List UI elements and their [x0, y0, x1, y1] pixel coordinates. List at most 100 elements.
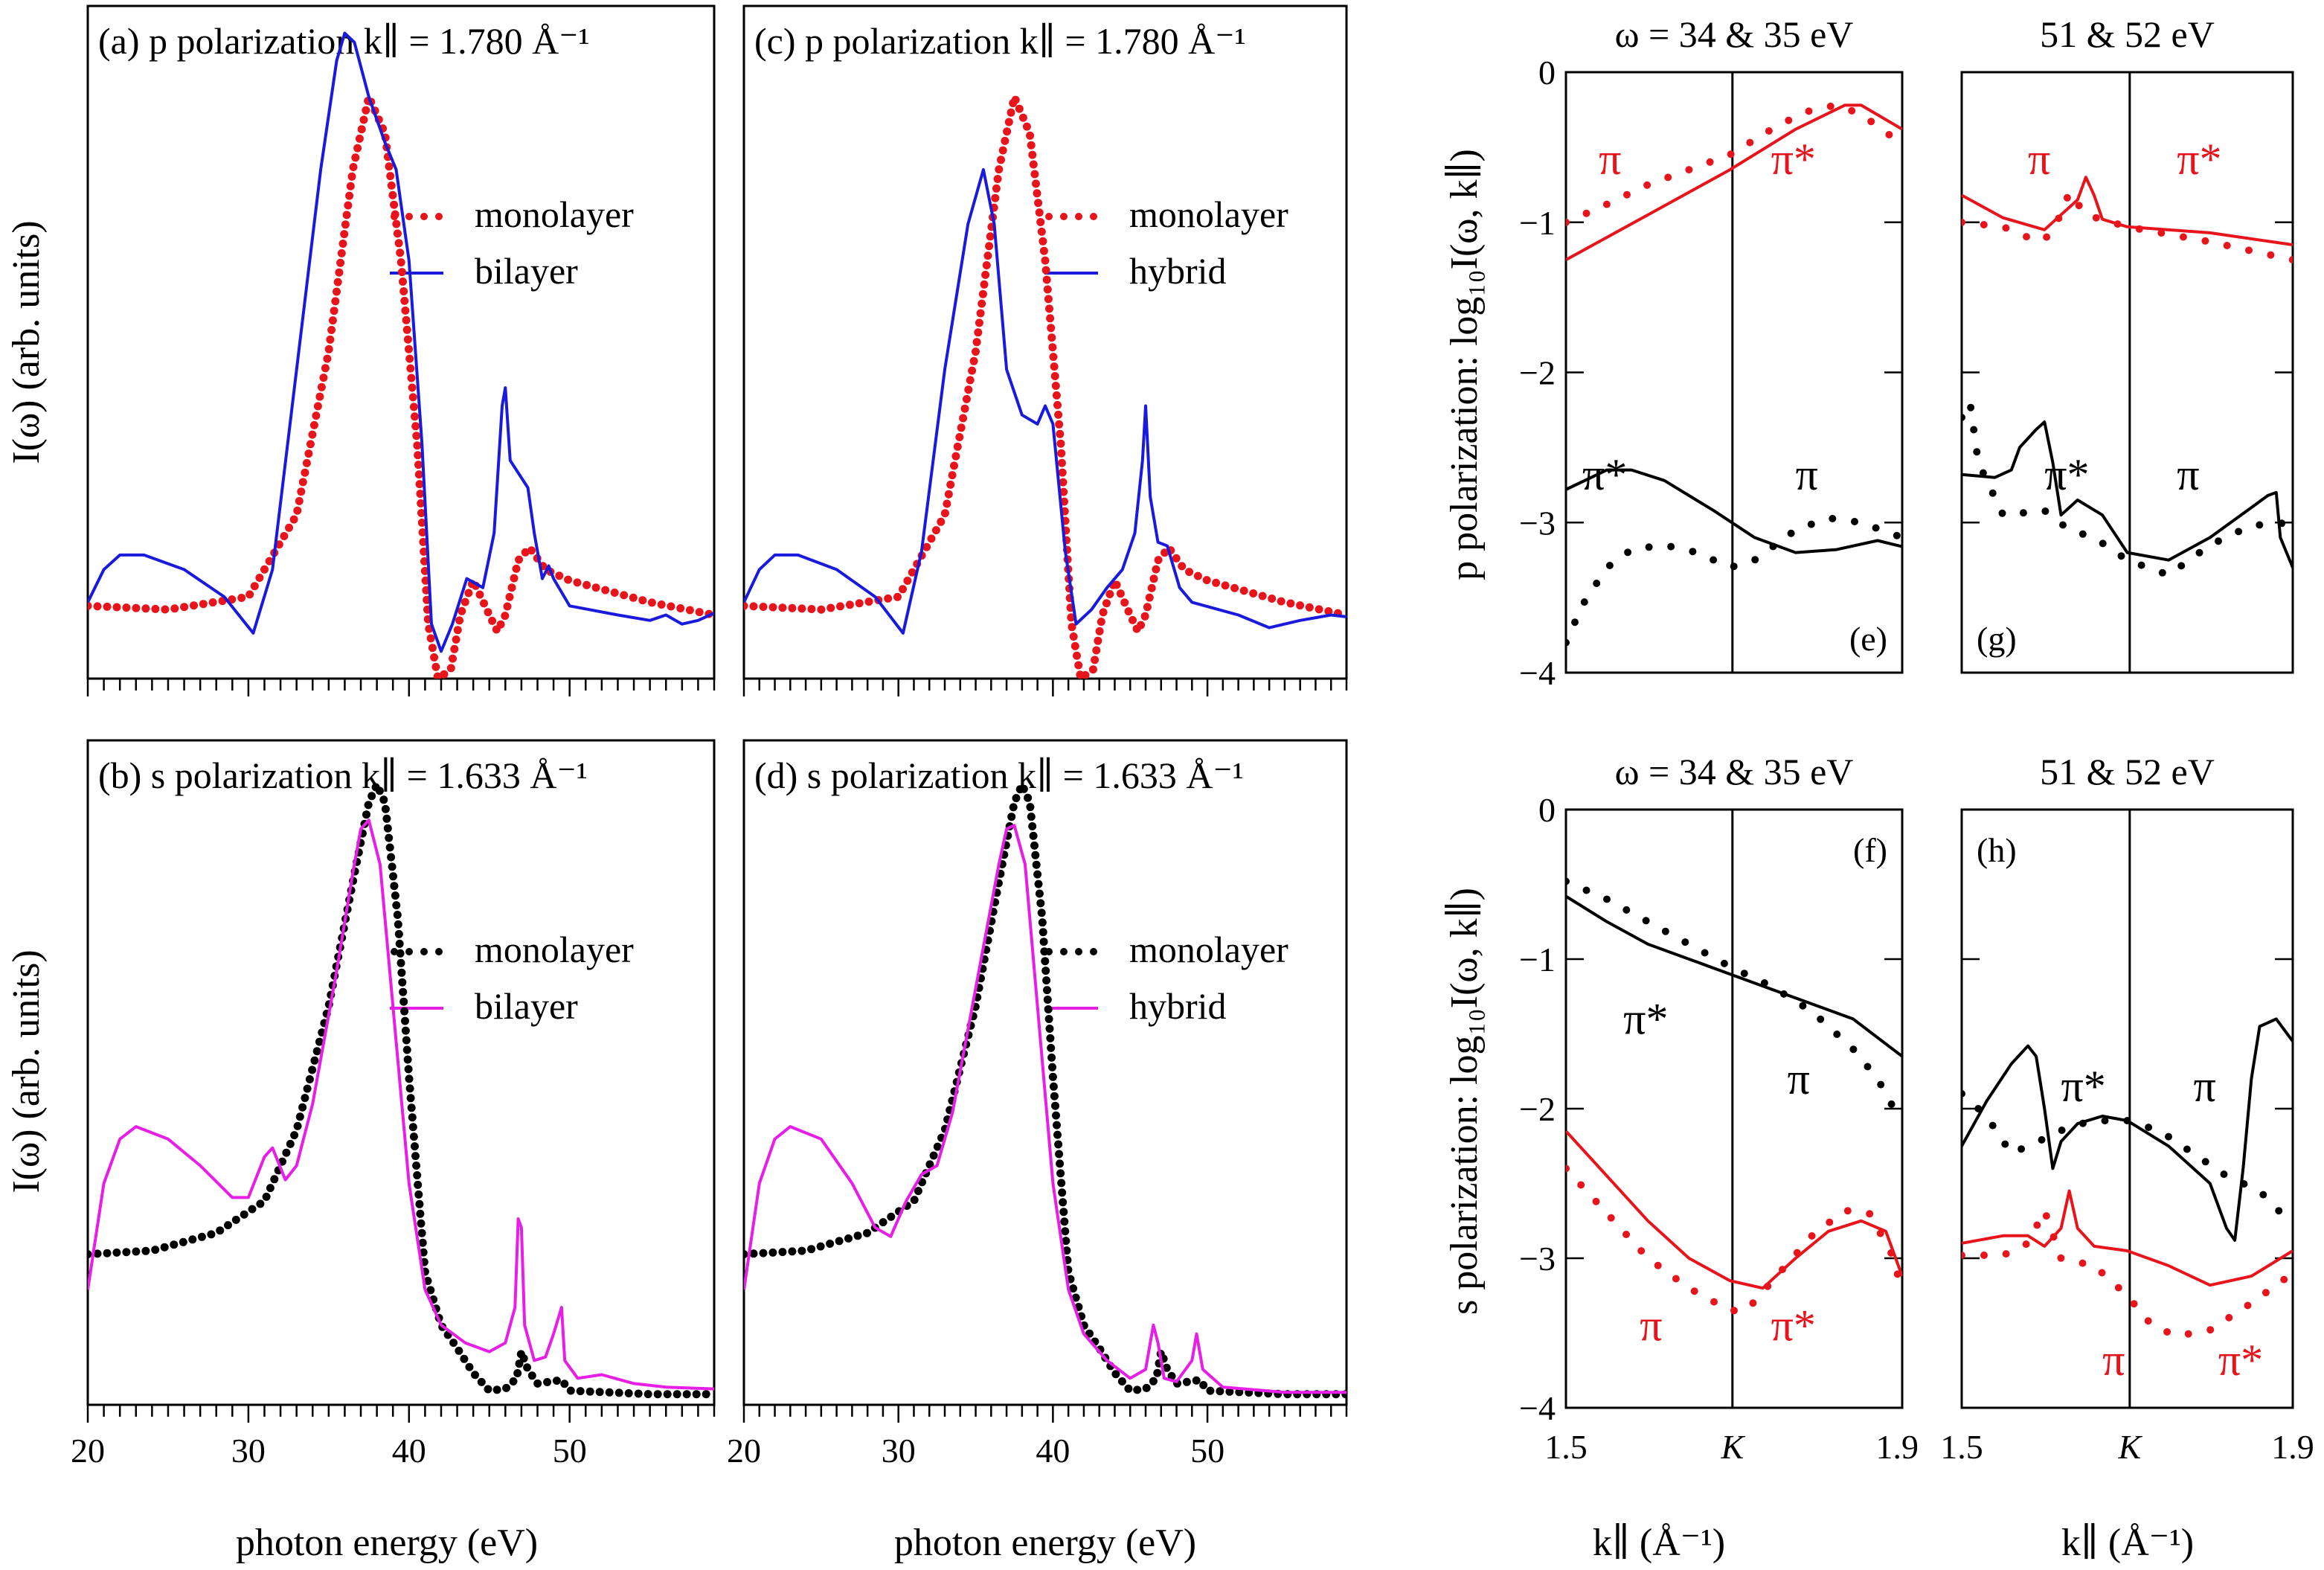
- series-dot-a-0-24: [280, 532, 289, 540]
- series-dot-d-0-88: [1044, 1015, 1053, 1023]
- series-dot-b-0-66: [379, 795, 388, 804]
- series-group-f: [1566, 877, 1902, 1315]
- series-dot-d-0-97: [1051, 1101, 1059, 1110]
- series-dot-c-0-42: [969, 356, 978, 365]
- series-dot-b-0-101: [409, 1132, 418, 1141]
- series-dot-b-0-133: [513, 1369, 522, 1377]
- series-dot-c-0-158: [1172, 554, 1181, 563]
- series-dot-b-0-73: [388, 862, 397, 871]
- series-line-g-2: [1962, 420, 2293, 568]
- series-dot-a-0-28: [295, 496, 304, 505]
- series-dot-b-0-5: [132, 1247, 141, 1256]
- series-dot-f-3-12: [1764, 1282, 1772, 1290]
- series-dot-a-0-129: [430, 653, 439, 661]
- series-line-a-1: [88, 31, 714, 653]
- annotation-e-1: π*: [1771, 135, 1816, 184]
- series-dot-a-0-19: [255, 574, 264, 582]
- series-dot-a-0-137: [453, 626, 462, 635]
- series-dot-b-0-3: [112, 1248, 121, 1257]
- series-dot-c-0-52: [982, 261, 991, 269]
- series-dot-a-0-89: [397, 268, 406, 277]
- series-dot-c-0-171: [1286, 599, 1295, 608]
- series-dot-g-1-4: [2043, 233, 2051, 241]
- series-dot-g-3-8: [2041, 507, 2049, 515]
- y-tick-label-f-1: −1: [1519, 941, 1556, 978]
- series-dot-d-0-81: [1040, 947, 1049, 956]
- series-dot-a-0-17: [245, 590, 254, 599]
- series-dot-b-0-75: [390, 882, 399, 891]
- series-dot-d-0-11: [844, 1234, 853, 1243]
- series-dot-a-0-78: [385, 162, 394, 171]
- series-dot-a-0-99: [406, 364, 415, 373]
- series-dot-e-3-6: [1645, 543, 1653, 551]
- plot-frame-b: [86, 739, 716, 1406]
- series-dot-a-0-29: [297, 487, 306, 496]
- series-dot-a-0-25: [285, 523, 293, 532]
- series-dot-b-0-92: [402, 1045, 411, 1054]
- series-dot-g-3-3: [1973, 448, 1981, 456]
- series-dot-e-1-3: [1623, 190, 1631, 199]
- series-dot-d-0-106: [1058, 1188, 1067, 1197]
- series-dot-c-0-88: [1041, 266, 1050, 275]
- annotation-g-3: π: [2177, 450, 2199, 499]
- series-dot-a-0-59: [344, 201, 353, 210]
- series-dot-a-0-92: [400, 296, 409, 305]
- series-dot-b-0-18: [248, 1205, 257, 1214]
- chart-panel-e: 0 −1 −2 −3 −4 ω = 34 & 35 eV (e) π π* π* π: [1519, 13, 1904, 692]
- series-dot-d-0-23: [925, 1160, 934, 1169]
- series-dot-f-3-0: [1566, 1164, 1570, 1173]
- series-dot-c-0-164: [1221, 581, 1230, 590]
- series-dot-a-0-93: [401, 306, 410, 315]
- series-dot-a-0-118: [420, 547, 428, 556]
- series-dot-h-3-10: [2114, 1284, 2122, 1292]
- series-dot-h-1-8: [2101, 1117, 2109, 1125]
- series-dot-b-0-20: [262, 1192, 271, 1201]
- series-dot-a-0-106: [412, 432, 421, 440]
- series-dot-c-0-67: [1004, 118, 1013, 126]
- series-dot-b-0-117: [426, 1286, 435, 1295]
- series-group-b: [88, 783, 714, 1399]
- series-dot-c-0-61: [993, 175, 1002, 183]
- series-dot-b-0-131: [502, 1383, 511, 1392]
- series-dot-d-0-71: [1031, 850, 1040, 859]
- series-dot-a-0-56: [340, 230, 349, 239]
- series-dot-b-0-151: [643, 1390, 652, 1399]
- x-tick-label-h-0: 1.5: [1940, 1428, 1983, 1466]
- series-line-h-2: [1962, 1189, 2293, 1287]
- series-dot-g-3-2: [1970, 426, 1978, 434]
- series-dot-a-0-156: [515, 555, 524, 564]
- series-dot-c-0-175: [1324, 607, 1333, 615]
- series-dot-h-1-16: [2259, 1191, 2267, 1199]
- series-dot-b-0-74: [389, 872, 397, 881]
- series-dot-g-3-18: [2235, 528, 2243, 536]
- series-dot-b-0-106: [414, 1180, 423, 1189]
- series-dot-e-1-13: [1826, 102, 1835, 110]
- x-tick-label-d-40: 40: [1036, 1432, 1070, 1470]
- series-dot-d-0-77: [1037, 909, 1046, 917]
- series-dot-c-0-47: [976, 309, 985, 318]
- series-dot-a-0-63: [349, 163, 358, 171]
- series-dot-a-0-98: [405, 354, 414, 363]
- series-dot-f-3-11: [1749, 1299, 1757, 1307]
- series-dot-c-0-2: [759, 603, 768, 611]
- series-dot-h-1-10: [2145, 1124, 2153, 1132]
- series-dot-c-0-63: [997, 156, 1005, 164]
- series-dot-a-0-166: [591, 583, 600, 592]
- series-dot-e-1-14: [1848, 106, 1856, 115]
- series-dot-g-3-6: [1998, 509, 2006, 517]
- series-dot-c-0-161: [1193, 571, 1202, 580]
- series-dot-a-0-69: [362, 106, 370, 115]
- series-dot-f-1-3: [1622, 906, 1631, 914]
- series-dot-a-0-26: [289, 515, 298, 524]
- series-dot-e-1-6: [1685, 166, 1693, 174]
- series-dot-e-3-9: [1710, 556, 1718, 564]
- series-dot-a-0-131: [433, 672, 442, 679]
- series-dot-a-0-103: [409, 403, 418, 411]
- series-dot-a-0-104: [411, 412, 419, 421]
- series-dot-a-0-39: [315, 392, 324, 401]
- series-dot-b-0-79: [394, 920, 402, 929]
- series-dot-g-1-5: [2055, 214, 2063, 222]
- series-dot-a-0-43: [323, 354, 332, 363]
- series-dot-b-0-32: [303, 1084, 312, 1093]
- x-axis-title-panel-h: k∥ (Å⁻¹): [2061, 1522, 2194, 1564]
